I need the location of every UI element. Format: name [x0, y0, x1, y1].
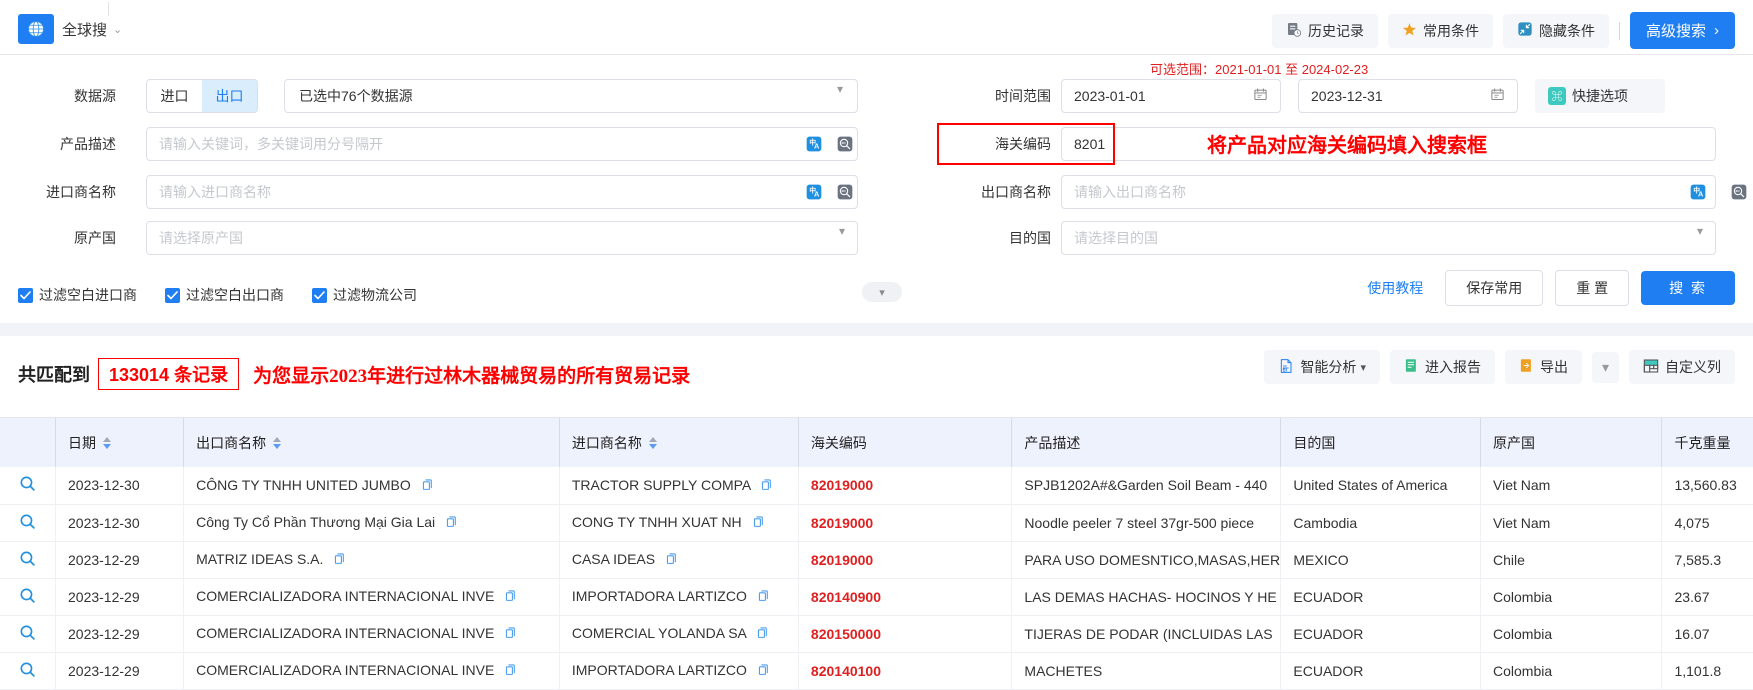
svg-text:BI: BI	[1283, 367, 1287, 372]
svg-text:A: A	[814, 142, 820, 151]
svg-text:A: A	[814, 190, 820, 199]
svg-text:A: A	[1698, 190, 1704, 199]
